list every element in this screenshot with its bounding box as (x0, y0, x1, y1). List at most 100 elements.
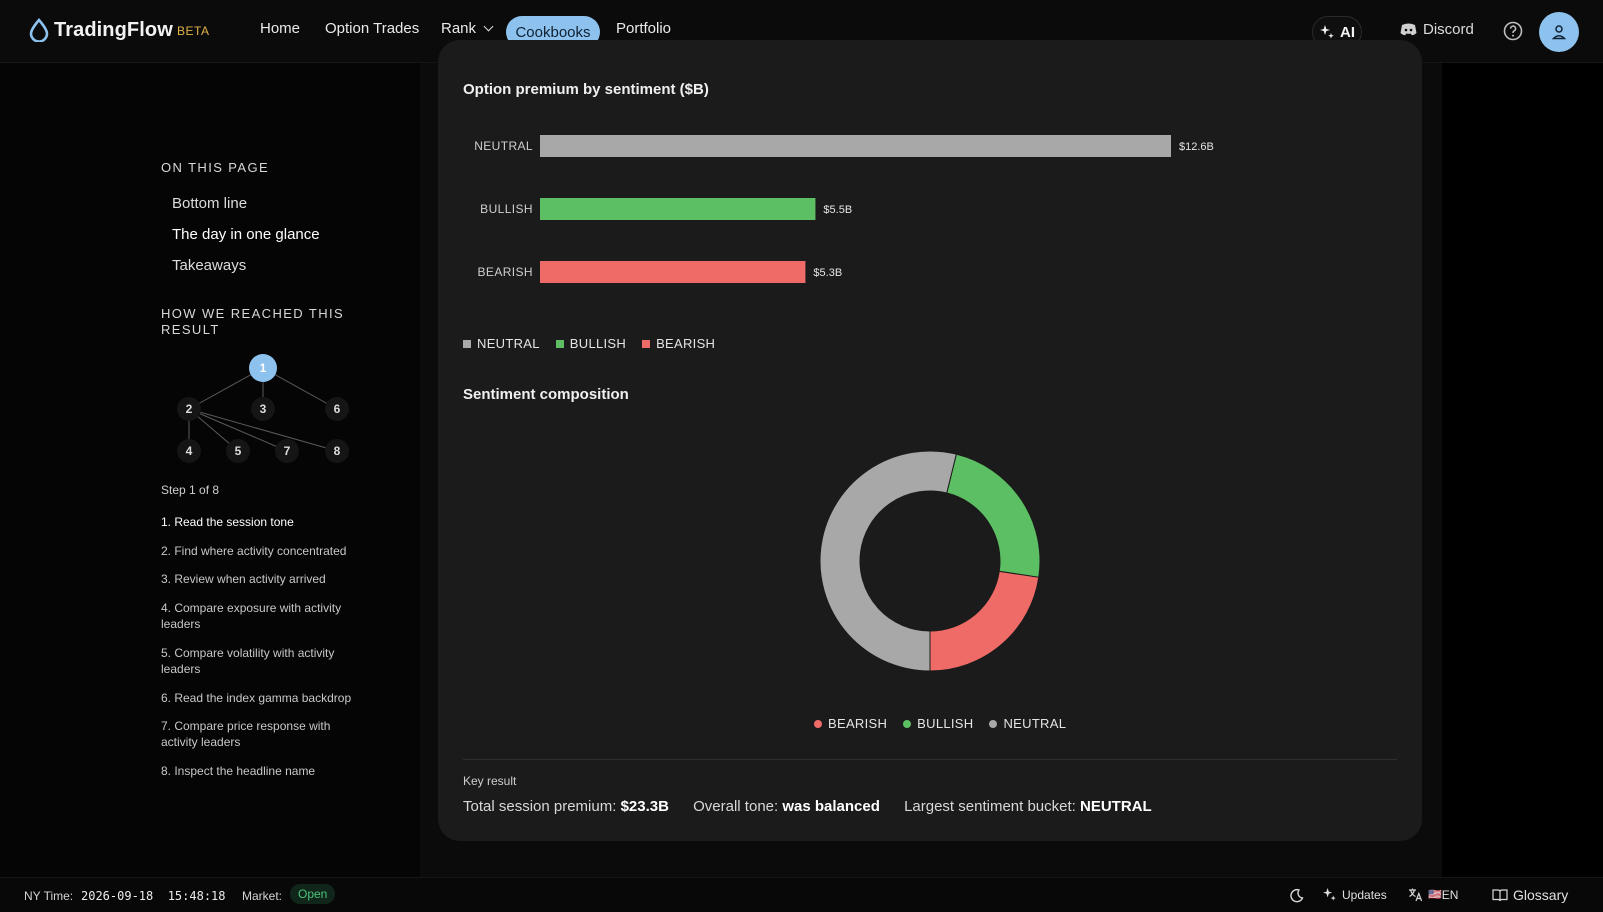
bar-bearish[interactable] (540, 261, 806, 283)
toc-takeaways[interactable]: Takeaways (172, 257, 247, 274)
language-label: EN (1441, 887, 1459, 902)
donut-legend-label-bearish: BEARISH (828, 716, 888, 731)
premium-value: $23.3B (620, 798, 669, 815)
brand-logo-link[interactable]: TradingFlow (28, 18, 173, 42)
bucket-value: NEUTRAL (1080, 798, 1152, 815)
legend-item-bullish[interactable]: BULLISH (555, 336, 626, 351)
step-item-6[interactable]: 6. Read the index gamma backdrop (161, 691, 352, 705)
donut-slice-bullish[interactable] (946, 453, 1041, 578)
glossary-label: Glossary (1513, 887, 1569, 903)
ai-label: AI (1340, 23, 1355, 41)
graph-node-3-label: 3 (260, 402, 267, 416)
donut-legend-item-bullish[interactable]: BULLISH (903, 716, 973, 731)
theme-toggle-moon-icon[interactable] (1289, 888, 1304, 903)
graph-node-1[interactable] (249, 354, 277, 382)
graph-node-2[interactable] (177, 397, 201, 421)
step-indicator: Step 1 of 8 (161, 483, 220, 497)
key-result-label: Key result (463, 774, 517, 788)
graph-node-5-label: 5 (235, 444, 242, 458)
discord-label: Discord (1423, 21, 1474, 38)
help-icon[interactable] (1503, 21, 1523, 41)
logo-icon (29, 18, 49, 42)
graph-node-5[interactable] (226, 439, 250, 463)
graph-node-8[interactable] (325, 439, 349, 463)
donut-legend-item-bearish[interactable]: BEARISH (814, 716, 887, 731)
toc-day-in-one-glance[interactable]: The day in one glance (172, 226, 320, 243)
nav-rank-label: Rank (441, 20, 477, 37)
status-footer: NY Time: 2026-09-18 15:48:18 Market: Ope… (0, 877, 1603, 912)
language-selector[interactable]: 🇺🇸 EN (1408, 887, 1458, 902)
market-status-badge: Open (290, 884, 336, 904)
toc-bottom-line[interactable]: Bottom line (172, 195, 248, 212)
divider (463, 759, 1397, 760)
how-we-reached-heading: HOW WE REACHED THIS RESULT (161, 306, 344, 338)
sparkle-icon (1320, 25, 1334, 39)
legend-swatch-bullish (555, 339, 564, 348)
step-item-4[interactable]: 4. Compare exposure with activity leader… (161, 601, 342, 631)
on-this-page-heading: ON THIS PAGE (161, 160, 270, 175)
translate-icon (1409, 888, 1423, 902)
legend-item-bearish[interactable]: BEARISH (642, 336, 715, 351)
donut-legend-label-neutral: NEUTRAL (1003, 716, 1067, 731)
donut-legend-swatch-neutral (989, 719, 998, 728)
legend-item-neutral[interactable]: NEUTRAL (463, 336, 540, 351)
brand-name: TradingFlow (54, 18, 173, 41)
donut-legend-item-neutral[interactable]: NEUTRAL (989, 716, 1066, 731)
donut-slice-bearish[interactable] (929, 570, 1040, 672)
graph-node-7[interactable] (275, 439, 299, 463)
step-item-7[interactable]: 7. Compare price response with activity … (161, 719, 331, 749)
step-item-2[interactable]: 2. Find where activity concentrated (161, 544, 347, 558)
nav-rank-dropdown[interactable]: Rank (441, 20, 494, 37)
graph-node-6-label: 6 (334, 402, 341, 416)
step-item-3[interactable]: 3. Review when activity arrived (161, 572, 326, 586)
step-graph: 1 2 3 6 4 5 7 8 (177, 354, 349, 463)
premium-label: Total session premium: (463, 798, 617, 815)
how-heading-line-2: RESULT (161, 322, 220, 337)
legend-swatch-bearish (642, 339, 651, 348)
how-heading-line-1: HOW WE REACHED THIS (161, 306, 345, 321)
ny-time-value: 2026-09-18 15:48:18 (81, 889, 226, 903)
graph-node-1-label: 1 (260, 361, 267, 375)
user-avatar-button[interactable] (1539, 12, 1579, 52)
tone-value: was balanced (782, 798, 880, 815)
donut-legend-swatch-bullish (903, 719, 912, 728)
step-item-1[interactable]: 1. Read the session tone (161, 515, 294, 529)
key-result-row: Total session premium: $23.3B Overall to… (463, 798, 1152, 815)
bar-value-label-bullish: $5.5B (823, 204, 852, 216)
graph-node-4-label: 4 (186, 444, 193, 458)
glossary-button[interactable]: Glossary (1492, 887, 1568, 903)
bar-chart-legend: NEUTRAL BULLISH BEARISH (463, 336, 731, 351)
step-item-5[interactable]: 5. Compare volatility with activity lead… (161, 646, 335, 676)
bar-chart-title: Option premium by sentiment ($B) (463, 81, 709, 98)
beta-badge: BETA (177, 24, 210, 38)
graph-node-3[interactable] (251, 397, 275, 421)
step-item-8[interactable]: 8. Inspect the headline name (161, 764, 316, 778)
bar-value-label-bearish: $5.3B (813, 267, 842, 279)
bar-category-label-neutral: NEUTRAL (474, 139, 533, 153)
chevron-down-icon (483, 21, 494, 32)
bucket-label: Largest sentiment bucket: (904, 798, 1076, 815)
donut-legend-label-bullish: BULLISH (917, 716, 974, 731)
donut-chart-legend: BEARISH BULLISH NEUTRAL (814, 716, 1082, 731)
nav-portfolio[interactable]: Portfolio (616, 20, 672, 37)
nav-option-trades[interactable]: Option Trades (325, 20, 420, 37)
updates-label: Updates (1342, 887, 1387, 902)
nav-home[interactable]: Home (260, 20, 301, 37)
bar-chart: NEUTRAL $12.6B BULLISH $5.5B BEARISH $5.3B (474, 135, 1214, 283)
donut-slice-neutral[interactable] (819, 450, 957, 672)
graph-node-6[interactable] (325, 397, 349, 421)
bar-bullish[interactable] (540, 198, 816, 220)
bar-category-label-bullish: BULLISH (480, 202, 533, 216)
market-label: Market: (242, 889, 283, 903)
graph-node-4[interactable] (177, 439, 201, 463)
legend-label-neutral: NEUTRAL (477, 336, 540, 351)
bar-neutral[interactable] (540, 135, 1171, 157)
bar-value-label-neutral: $12.6B (1179, 141, 1214, 153)
results-card (438, 40, 1422, 841)
graph-node-8-label: 8 (334, 444, 341, 458)
discord-icon (1400, 23, 1417, 36)
discord-link[interactable]: Discord (1400, 21, 1474, 38)
updates-button[interactable]: Updates (1322, 887, 1387, 902)
legend-label-bearish: BEARISH (656, 336, 716, 351)
legend-swatch-neutral (463, 339, 471, 348)
